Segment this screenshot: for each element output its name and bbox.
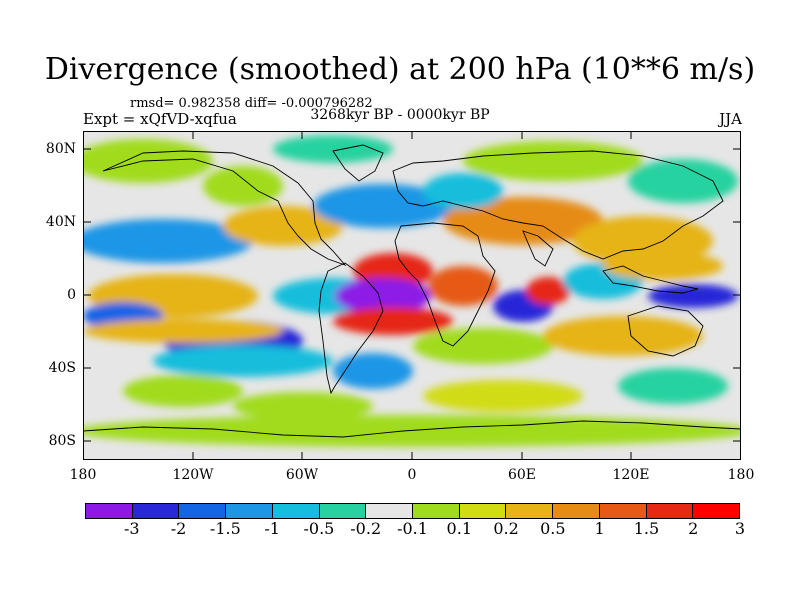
colorbar-label: 1 <box>594 519 605 538</box>
coastline-europe-asia <box>392 150 724 260</box>
contour-field <box>335 278 431 314</box>
coastline-antarctica <box>83 420 741 438</box>
contour-field <box>428 266 498 306</box>
lon-label: 120E <box>612 467 650 483</box>
colorbar-swatch <box>319 504 367 518</box>
contour-field <box>313 184 453 228</box>
colorbar-label: -1 <box>264 519 280 538</box>
contour-field <box>423 173 503 209</box>
colorbar-label: -1.5 <box>209 519 241 538</box>
coastline-north-america <box>102 150 347 266</box>
lon-label: 180 <box>727 467 755 483</box>
lat-label: 80N <box>45 141 76 157</box>
contour-field <box>543 316 703 356</box>
colorbar-label: -3 <box>123 519 140 538</box>
colorbar-label: 1.5 <box>633 519 660 538</box>
colorbar-swatch <box>226 504 273 518</box>
contour-field <box>83 415 741 447</box>
contour-field <box>618 368 728 404</box>
season-label: JJA <box>719 110 742 128</box>
colorbar-label: 0.5 <box>540 519 566 538</box>
lon-label: 120W <box>172 467 214 483</box>
colorbar <box>85 503 740 519</box>
contour-field <box>333 307 453 335</box>
chart-title: Divergence (smoothed) at 200 hPa (10**6 … <box>44 52 756 87</box>
stats-text: rmsd= 0.982358 diff= -0.000796282 <box>130 96 373 111</box>
contour-field <box>153 345 333 377</box>
contour-field <box>223 206 343 246</box>
coastline-india <box>522 230 554 267</box>
contour-field <box>463 141 643 181</box>
colorbar-swatch <box>693 504 740 518</box>
colorbar-swatch <box>553 504 600 518</box>
colorbar-label: 0.1 <box>446 519 473 538</box>
map-border <box>83 131 741 460</box>
colorbar-swatch <box>506 504 554 518</box>
contour-field <box>203 166 283 206</box>
coastline-australia <box>627 305 704 357</box>
colorbar-swatch <box>459 504 507 518</box>
colorbar-label: 0.2 <box>493 519 519 538</box>
lat-label: 40S <box>48 360 76 376</box>
coastline-greenland <box>332 144 384 182</box>
experiment-label: Expt = xQfVD-xqfua <box>83 110 237 128</box>
colorbar-label: -0.2 <box>350 519 382 538</box>
colorbar-label: 3 <box>734 519 746 538</box>
colorbar-swatch <box>179 504 227 518</box>
colorbar-label: -2 <box>170 519 187 538</box>
contour-field <box>83 319 283 343</box>
contour-field <box>273 135 393 163</box>
contour-field <box>123 375 243 407</box>
colorbar-label: -0.5 <box>303 519 335 538</box>
colorbar-label: -0.1 <box>397 519 428 538</box>
contour-field <box>83 219 253 263</box>
lon-label: 60W <box>285 467 319 483</box>
colorbar-swatch <box>413 504 460 518</box>
colorbar-swatch <box>272 504 320 518</box>
colorbar-swatch <box>86 504 133 518</box>
colorbar-swatch <box>132 504 180 518</box>
contour-field <box>413 328 553 364</box>
coastline-africa <box>394 222 496 347</box>
coastline-south-america <box>318 262 384 395</box>
lat-label: 80S <box>48 433 76 449</box>
lat-label: 0 <box>67 287 76 303</box>
lon-label: 60E <box>507 467 537 483</box>
contour-field <box>233 392 373 420</box>
contour-field <box>603 252 723 280</box>
coastlines <box>83 144 741 438</box>
colorbar-swatch <box>646 504 694 518</box>
period-label: 3268kyr BP - 0000kyr BP <box>310 107 490 123</box>
contour-field <box>526 277 570 305</box>
contour-field <box>333 353 413 389</box>
coastline-maritime-continent <box>602 265 699 294</box>
divergence-map <box>83 131 741 460</box>
tick-marks <box>83 131 741 460</box>
contour-field <box>423 380 583 412</box>
lon-label: 0 <box>407 467 417 483</box>
contour-field <box>648 284 738 308</box>
lon-label: 180 <box>69 467 97 483</box>
contour-field <box>628 159 738 203</box>
lat-label: 40N <box>45 214 76 230</box>
colorbar-label: 2 <box>688 519 699 538</box>
contour-field <box>443 197 603 245</box>
colorbar-swatch <box>366 504 414 518</box>
colorbar-swatch <box>599 504 647 518</box>
